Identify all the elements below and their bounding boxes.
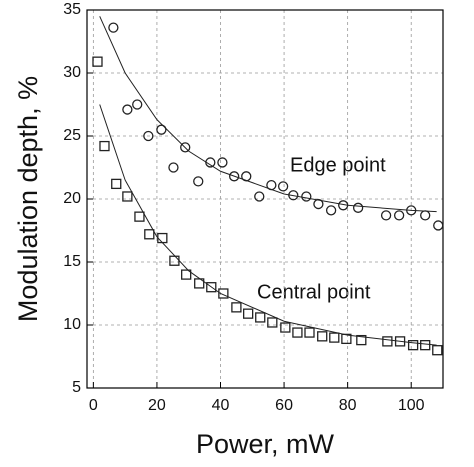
point <box>407 340 419 351</box>
point <box>254 191 265 202</box>
point <box>329 332 340 343</box>
point <box>157 232 168 244</box>
point <box>218 288 229 299</box>
y-tick-label: 20 <box>63 190 81 207</box>
point <box>156 124 167 135</box>
point <box>99 140 110 152</box>
plot-frame <box>86 9 444 389</box>
point <box>432 345 443 356</box>
fit-curve <box>99 104 437 346</box>
point <box>92 56 103 67</box>
fit-curve <box>99 16 437 213</box>
point <box>231 302 242 313</box>
x-tick-label: 100 <box>398 397 425 414</box>
x-axis-label: Power, mW <box>196 429 335 459</box>
point <box>267 317 278 328</box>
y-tick-label: 5 <box>72 379 81 396</box>
point <box>317 331 328 342</box>
point <box>243 308 254 319</box>
point <box>420 210 431 221</box>
point <box>206 282 217 293</box>
y-axis-label: Modulation depth, % <box>13 76 43 322</box>
point <box>313 198 324 210</box>
y-tick-label: 30 <box>63 64 81 81</box>
point <box>420 340 431 351</box>
point <box>382 336 393 347</box>
point <box>380 210 392 221</box>
point <box>193 176 204 187</box>
point <box>255 312 266 323</box>
point <box>356 334 367 346</box>
point <box>143 130 154 142</box>
point <box>301 191 312 202</box>
point <box>108 22 119 33</box>
x-tick-label: 60 <box>275 397 293 414</box>
point <box>304 327 315 338</box>
point <box>181 269 192 280</box>
y-tick-label: 25 <box>63 127 81 144</box>
point <box>433 220 444 231</box>
point <box>132 99 143 110</box>
point <box>180 142 191 153</box>
point <box>217 157 228 168</box>
point <box>122 104 133 115</box>
point <box>229 171 240 182</box>
point <box>111 178 122 190</box>
y-tick-label: 35 <box>63 1 81 18</box>
x-tick-label: 40 <box>212 397 230 414</box>
y-tick-label: 10 <box>63 316 81 333</box>
y-tick-label: 15 <box>63 253 81 270</box>
point <box>393 210 405 221</box>
point <box>292 327 303 338</box>
point <box>194 278 205 289</box>
point <box>169 255 180 266</box>
annotation: Central point <box>257 281 371 303</box>
x-tick-label: 80 <box>339 397 357 414</box>
point <box>134 211 145 222</box>
point <box>122 191 133 202</box>
annotation: Edge point <box>290 154 386 176</box>
point <box>277 181 289 192</box>
x-tick-label: 0 <box>89 397 98 414</box>
point <box>168 162 179 173</box>
point <box>144 229 155 240</box>
point <box>280 322 291 333</box>
x-tick-label: 20 <box>148 397 166 414</box>
point <box>325 205 337 216</box>
point <box>352 202 364 213</box>
